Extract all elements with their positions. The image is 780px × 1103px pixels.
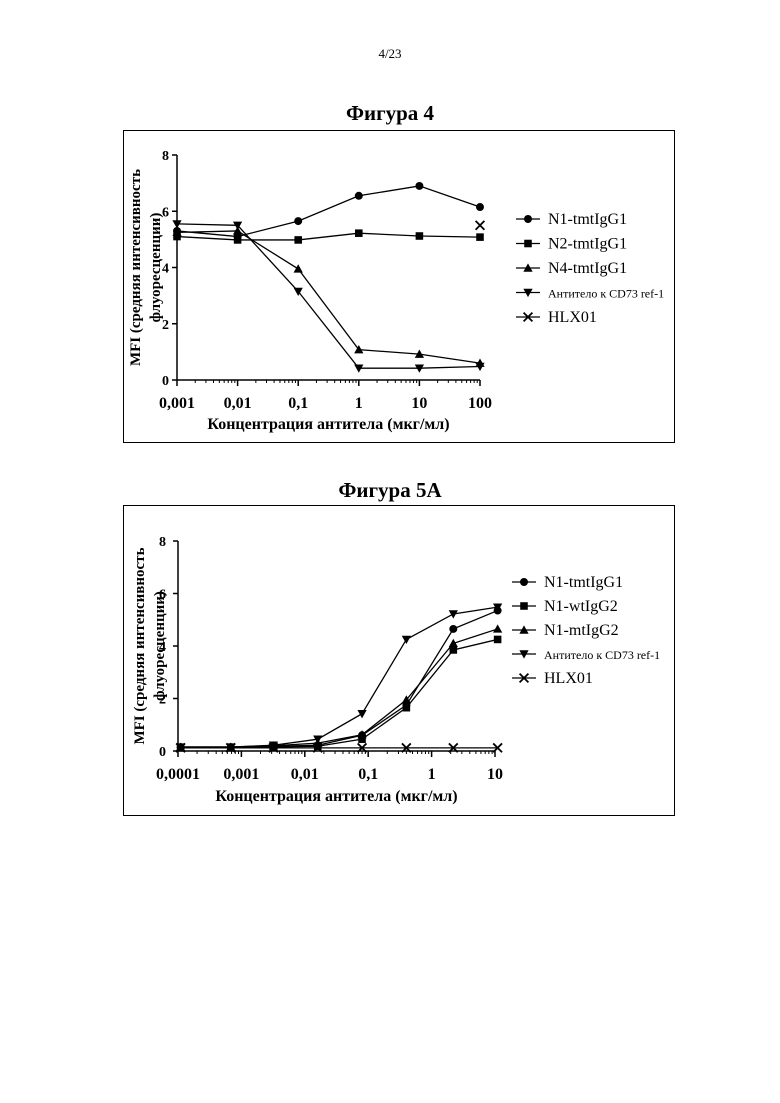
x-tick-label: 1 bbox=[428, 766, 436, 783]
y-axis-title-line: MFI (средняя интенсивность bbox=[128, 169, 144, 366]
y-axis-title-line: флуоресценции) bbox=[152, 591, 168, 701]
data-point-n4-tmtigg1 bbox=[294, 264, 303, 272]
figure-4-title: Фигура 4 bbox=[0, 101, 780, 126]
data-point-антитело-к-cd73-ref-1 bbox=[357, 710, 366, 718]
y-axis-title-line: флуоресценции) bbox=[148, 213, 164, 323]
y-tick-label: 0 bbox=[159, 745, 166, 760]
figure-5a-chart: 024680,00010,0010,010,1110Концентрация а… bbox=[124, 506, 674, 815]
data-point-n2-tmtigg1 bbox=[234, 236, 242, 244]
data-point-n1-wtigg2 bbox=[403, 704, 411, 712]
page-number: 4/23 bbox=[0, 46, 780, 62]
x-tick-label: 0,01 bbox=[291, 766, 319, 783]
legend-marker-n1-tmtigg1 bbox=[524, 215, 532, 223]
figure-4-frame: 024680,0010,010,1110100Концентрация анти… bbox=[123, 130, 675, 443]
legend-label-n2-tmtigg1: N2-tmtIgG1 bbox=[548, 236, 627, 253]
data-point-n1-tmtigg1 bbox=[355, 192, 363, 200]
legend-label-антитело-к-cd73-ref-1: Антитело к CD73 ref-1 bbox=[544, 648, 660, 662]
y-axis-title-line: MFI (средняя интенсивность bbox=[132, 547, 148, 744]
data-point-n2-tmtigg1 bbox=[355, 229, 363, 237]
series-line-n2-tmtigg1 bbox=[177, 233, 480, 240]
figure-5a-frame: 024680,00010,0010,010,1110Концентрация а… bbox=[123, 505, 675, 816]
legend-label-n1-wtigg2: N1-wtIgG2 bbox=[544, 598, 618, 615]
data-point-n1-tmtigg1 bbox=[476, 203, 484, 211]
data-point-n1-tmtigg1 bbox=[449, 625, 457, 633]
figure-4-chart: 024680,0010,010,1110100Концентрация анти… bbox=[124, 131, 674, 442]
legend-label-n1-tmtigg1: N1-tmtIgG1 bbox=[548, 211, 627, 228]
legend-label-hlx01: HLX01 bbox=[548, 309, 597, 326]
x-tick-label: 10 bbox=[411, 395, 427, 412]
x-tick-label: 0,01 bbox=[224, 395, 252, 412]
legend-label-n4-tmtigg1: N4-tmtIgG1 bbox=[548, 260, 627, 277]
x-tick-label: 1 bbox=[355, 395, 363, 412]
legend-label-n1-tmtigg1: N1-tmtIgG1 bbox=[544, 574, 623, 591]
x-tick-label: 0,0001 bbox=[156, 766, 200, 783]
data-point-hlx01 bbox=[476, 221, 485, 230]
data-point-антитело-к-cd73-ref-1 bbox=[402, 636, 411, 644]
series-line-n1-wtigg2 bbox=[181, 639, 498, 747]
x-tick-label: 0,001 bbox=[159, 395, 195, 412]
data-point-n1-tmtigg1 bbox=[415, 182, 423, 190]
series-line-n1-tmtigg1 bbox=[177, 186, 480, 237]
data-point-антитело-к-cd73-ref-1 bbox=[449, 610, 458, 618]
figure-5a-title: Фигура 5А bbox=[0, 478, 780, 503]
x-axis-title: Концентрация антитела (мкг/мл) bbox=[207, 416, 449, 433]
data-point-n2-tmtigg1 bbox=[416, 232, 424, 240]
legend-label-n1-mtigg2: N1-mtIgG2 bbox=[544, 622, 619, 639]
x-tick-label: 100 bbox=[468, 395, 492, 412]
legend-marker-n2-tmtigg1 bbox=[524, 240, 532, 248]
series-line-n4-tmtigg1 bbox=[177, 231, 480, 363]
x-tick-label: 0,001 bbox=[223, 766, 259, 783]
data-point-n1-tmtigg1 bbox=[294, 217, 302, 225]
legend-marker-n1-tmtigg1 bbox=[520, 578, 528, 586]
x-tick-label: 10 bbox=[487, 766, 503, 783]
data-point-n1-mtigg2 bbox=[493, 624, 502, 632]
y-tick-label: 0 bbox=[162, 374, 169, 389]
legend-label-антитело-к-cd73-ref-1: Антитело к CD73 ref-1 bbox=[548, 287, 664, 301]
series-line-антитело-к-cd73-ref-1 bbox=[177, 224, 480, 368]
data-point-n2-tmtigg1 bbox=[294, 236, 302, 244]
x-tick-label: 0,1 bbox=[288, 395, 308, 412]
x-tick-label: 0,1 bbox=[358, 766, 378, 783]
legend-marker-n1-wtigg2 bbox=[520, 602, 528, 610]
legend-label-hlx01: HLX01 bbox=[544, 670, 593, 687]
x-axis-title: Концентрация антитела (мкг/мл) bbox=[215, 788, 457, 805]
data-point-n1-wtigg2 bbox=[494, 636, 502, 644]
data-point-n2-tmtigg1 bbox=[476, 233, 484, 241]
y-tick-label: 8 bbox=[162, 149, 169, 164]
y-tick-label: 8 bbox=[159, 535, 166, 550]
